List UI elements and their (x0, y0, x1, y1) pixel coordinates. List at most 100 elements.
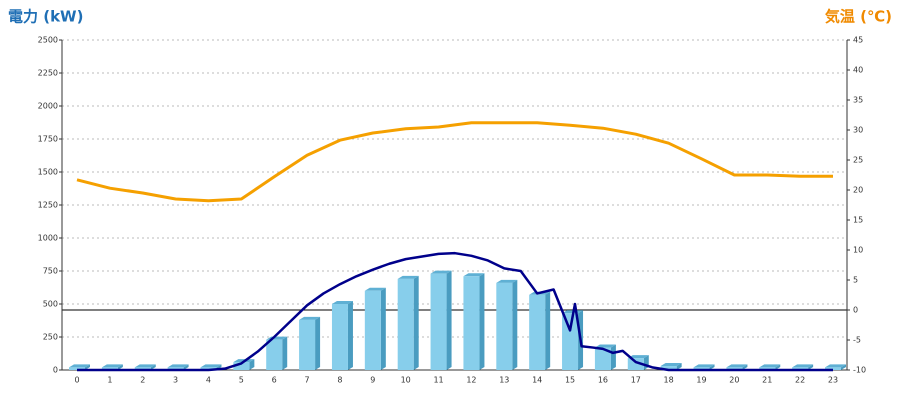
bar (167, 367, 184, 370)
y2-axis-title: 気温 (℃) (825, 8, 892, 26)
y-tick-label: 1000 (38, 234, 58, 243)
bar (134, 367, 151, 370)
y2-tick-label: 5 (853, 276, 858, 285)
bar-top (299, 316, 321, 320)
y-tick-label: 2000 (38, 102, 58, 111)
bar-side (479, 273, 485, 370)
bar (463, 276, 480, 370)
bar (562, 313, 579, 370)
x-tick-label: 3 (173, 376, 178, 385)
bar (792, 367, 809, 370)
bar-side (380, 287, 386, 370)
bar (200, 367, 217, 370)
bar (101, 367, 118, 370)
bar-side (117, 364, 123, 370)
bar-top (693, 364, 715, 368)
bar-side (775, 364, 781, 370)
x-tick-label: 20 (729, 376, 739, 385)
y2-tick-label: -10 (853, 366, 866, 375)
bar-top (759, 364, 781, 368)
bar (364, 290, 381, 370)
bar (397, 278, 414, 370)
bar (627, 358, 644, 370)
bar-side (709, 364, 715, 370)
bar (69, 367, 85, 370)
x-tick-label: 2 (140, 376, 145, 385)
bar-side (808, 364, 814, 370)
bar-top (792, 364, 814, 368)
bar-side (315, 316, 321, 370)
y-tick-label: 1750 (38, 135, 58, 144)
y2-tick-label: 30 (853, 126, 863, 135)
bar-top (463, 273, 485, 277)
x-tick-label: 1 (107, 376, 112, 385)
x-tick-label: 17 (631, 376, 641, 385)
x-tick-label: 18 (664, 376, 674, 385)
y2-tick-label: 20 (853, 186, 863, 195)
y2-tick-label: 0 (853, 306, 858, 315)
bar (594, 347, 611, 370)
bar-side (413, 275, 419, 370)
x-tick-label: 14 (532, 376, 542, 385)
x-tick-label: 23 (828, 376, 838, 385)
x-tick-label: 12 (466, 376, 476, 385)
x-tick-label: 7 (305, 376, 310, 385)
bar (726, 367, 743, 370)
bar (496, 282, 513, 370)
y2-tick-label: -5 (853, 336, 861, 345)
bar-top (726, 364, 748, 368)
y2-tick-label: 25 (853, 156, 863, 165)
x-tick-label: 6 (272, 376, 277, 385)
x-tick-label: 13 (499, 376, 509, 385)
y-tick-label: 1500 (38, 168, 58, 177)
x-tick-label: 22 (795, 376, 805, 385)
bar-side (347, 301, 353, 370)
bar-side (282, 336, 288, 370)
y-tick-label: 500 (43, 300, 58, 309)
y-tick-label: 250 (43, 333, 58, 342)
bar-side (446, 270, 452, 370)
bar (299, 319, 316, 370)
x-tick-label: 21 (762, 376, 772, 385)
bar-top (167, 364, 189, 368)
y2-tick-label: 45 (853, 36, 863, 45)
y-tick-label: 1250 (38, 201, 58, 210)
x-tick-label: 4 (206, 376, 211, 385)
temperature-line (76, 121, 833, 203)
bar-top (496, 279, 518, 283)
bar (759, 367, 776, 370)
power-line (77, 251, 833, 372)
y-tick-label: 0 (53, 366, 58, 375)
bar (529, 294, 546, 370)
bar-side (742, 364, 748, 370)
bar-top (200, 364, 222, 368)
x-tick-label: 9 (370, 376, 375, 385)
bar (430, 273, 447, 370)
bar-top (69, 364, 90, 368)
y-tick-label: 750 (43, 267, 58, 276)
y-tick-label: 2500 (38, 36, 58, 45)
bar-side (512, 279, 518, 370)
bar-side (545, 291, 551, 370)
bar-side (249, 359, 255, 370)
bar-side (85, 364, 90, 370)
bar-top (627, 355, 649, 359)
bar-side (841, 364, 846, 370)
x-tick-label: 0 (74, 376, 79, 385)
bar-top (364, 287, 386, 291)
bar-side (183, 364, 189, 370)
bar-top (825, 364, 846, 368)
bar-side (150, 364, 156, 370)
x-tick-label: 19 (696, 376, 706, 385)
bar-top (101, 364, 123, 368)
y2-tick-label: 40 (853, 66, 863, 75)
y2-tick-label: 15 (853, 216, 863, 225)
x-tick-label: 5 (239, 376, 244, 385)
bar-top (430, 270, 452, 274)
bar-top (594, 344, 616, 348)
bar-side (676, 363, 682, 370)
x-tick-label: 10 (401, 376, 411, 385)
y-axis-title: 電力 (kW) (8, 8, 83, 26)
bar (266, 339, 283, 370)
